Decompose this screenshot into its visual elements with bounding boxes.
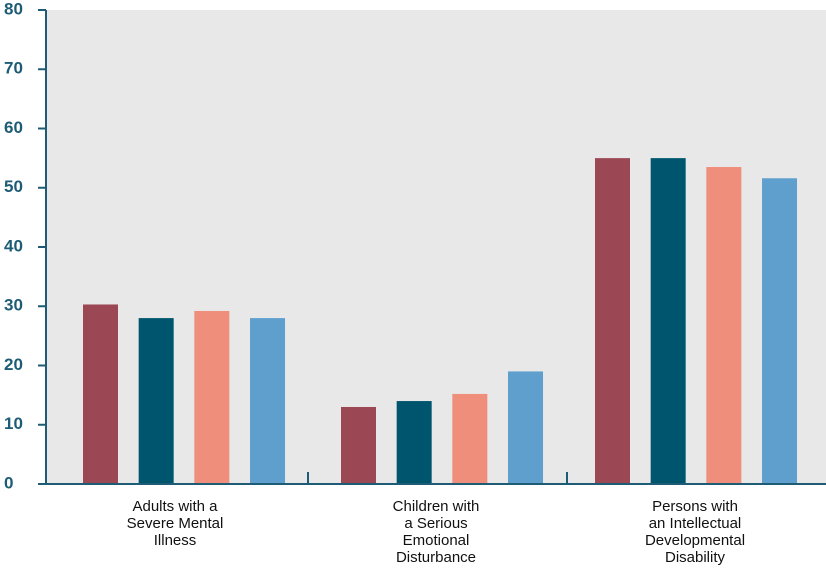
y-tick-label: 10 (4, 414, 23, 433)
bar (194, 310, 230, 484)
bar (650, 158, 686, 484)
plot-background (46, 10, 826, 484)
y-tick-label: 0 (4, 473, 13, 492)
y-tick-label: 40 (4, 236, 23, 255)
x-category-label: Persons with an Intellectual Developmental… (645, 498, 745, 566)
y-tick-label: 70 (4, 59, 23, 78)
y-tick-label: 30 (4, 296, 23, 315)
y-tick-label: 50 (4, 177, 23, 196)
y-tick-label: 20 (4, 355, 23, 374)
bar (706, 167, 742, 484)
bar (341, 406, 376, 484)
bar (138, 318, 174, 484)
bar (762, 178, 798, 484)
y-tick-label: 60 (4, 118, 23, 137)
bar (508, 371, 544, 484)
bar (595, 158, 630, 484)
bar (250, 318, 286, 484)
bar (452, 393, 488, 484)
x-category-label: Adults with a Severe Mental Illness (127, 498, 224, 549)
x-category-label: Children with a Serious Emotional Disturban… (393, 498, 480, 566)
y-tick-label: 80 (4, 0, 23, 18)
bar (83, 304, 118, 484)
bar (396, 401, 432, 484)
